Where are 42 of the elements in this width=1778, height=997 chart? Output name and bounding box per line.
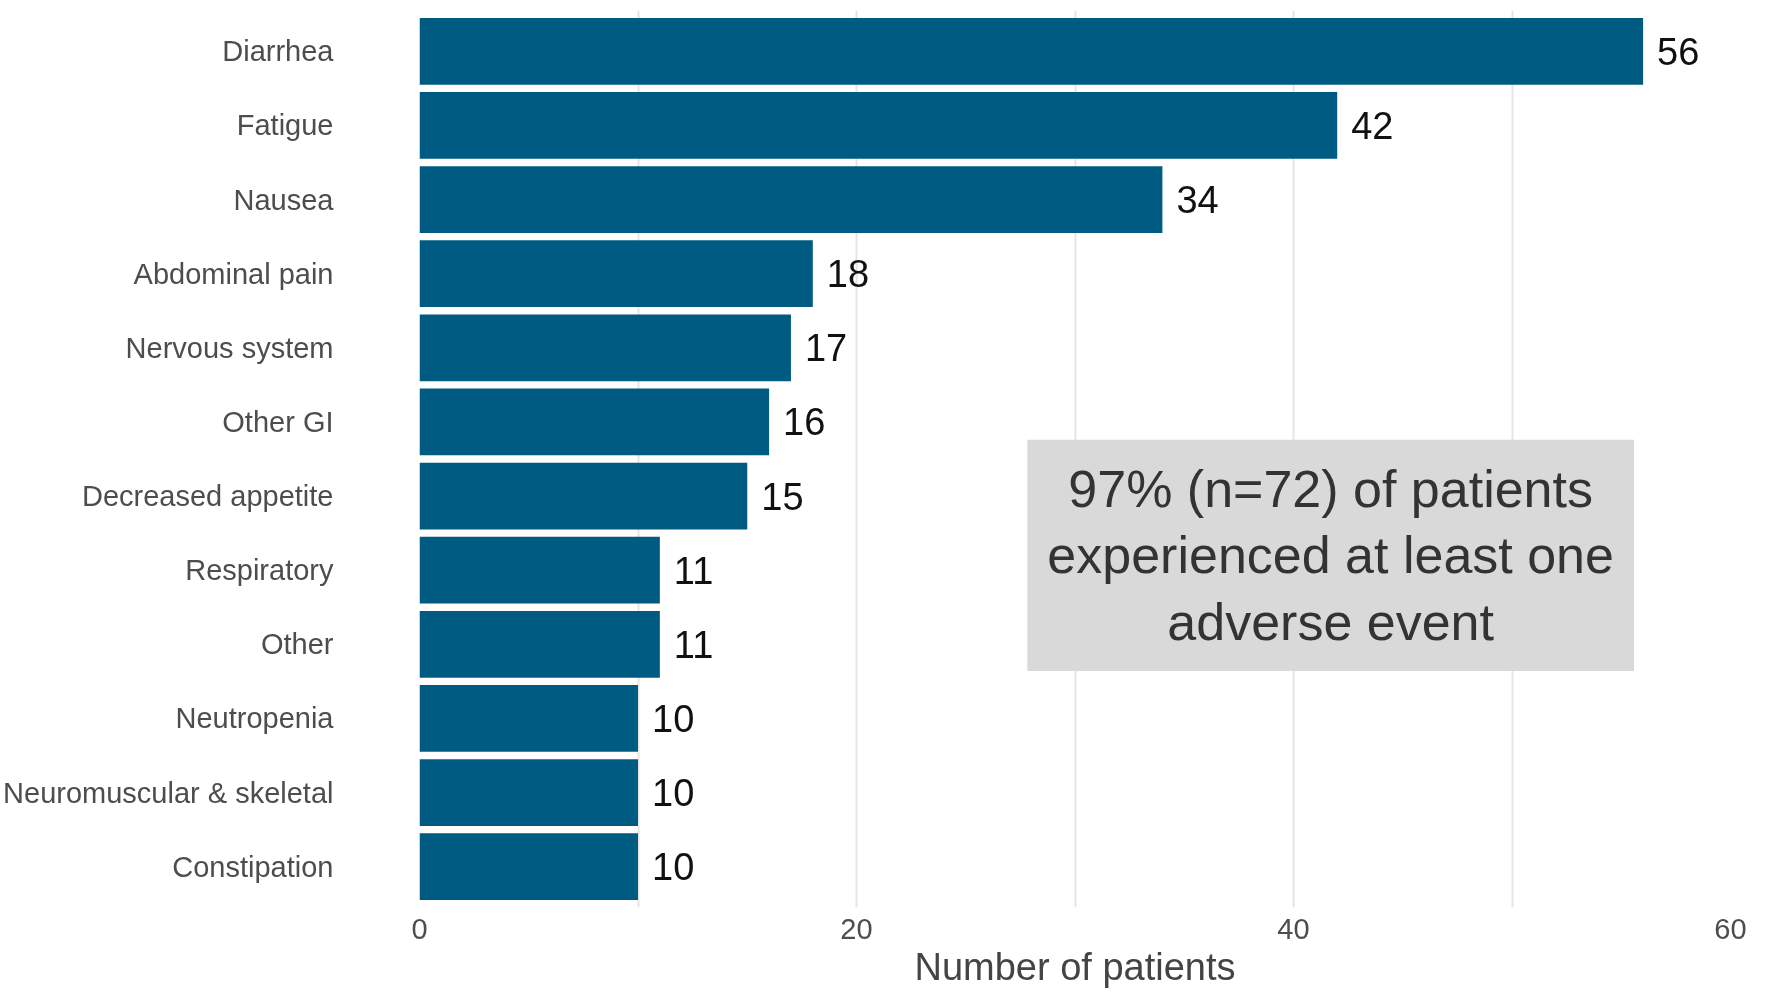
data-label: 42 xyxy=(1351,104,1394,147)
bar xyxy=(419,166,1163,233)
y-tick-label: Other xyxy=(260,628,334,661)
data-label: 15 xyxy=(761,475,804,518)
data-label: 11 xyxy=(673,549,714,592)
x-tick-label: 20 xyxy=(840,912,873,945)
data-label: 56 xyxy=(1657,30,1700,73)
data-label: 11 xyxy=(673,623,714,666)
x-tick-label: 40 xyxy=(1277,912,1310,945)
y-tick-label: Decreased appetite xyxy=(82,480,334,513)
data-label: 17 xyxy=(804,327,848,370)
y-tick-label: Respiratory xyxy=(185,554,334,587)
y-tick-label: Neutropenia xyxy=(175,702,335,735)
bar xyxy=(419,17,1644,85)
data-label: 10 xyxy=(652,697,695,740)
x-tick-label: 0 xyxy=(411,912,428,945)
data-label: 10 xyxy=(652,846,695,889)
y-tick-label: Nervous system xyxy=(125,331,334,364)
y-tick-label: Fatigue xyxy=(236,109,334,142)
bar xyxy=(419,685,638,752)
y-tick-label: Abdominal pain xyxy=(133,257,334,290)
bar xyxy=(419,240,813,308)
bar xyxy=(419,536,660,604)
bar xyxy=(419,759,638,826)
x-tick-label: 60 xyxy=(1714,912,1747,945)
data-label: 16 xyxy=(783,401,826,444)
y-tick-label: Diarrhea xyxy=(222,35,335,68)
bar xyxy=(419,92,1338,159)
x-axis-title: Number of patients xyxy=(914,945,1236,988)
y-tick-label: Constipation xyxy=(172,850,334,883)
data-label: 34 xyxy=(1176,179,1219,222)
data-label: 18 xyxy=(826,253,870,296)
y-tick-label: Nausea xyxy=(233,183,335,216)
y-tick-label: Other GI xyxy=(222,405,334,438)
y-tick-label: Neuromuscular & skeletal xyxy=(3,776,334,809)
bar xyxy=(419,610,660,678)
data-label: 10 xyxy=(652,772,695,815)
bar xyxy=(419,833,638,901)
bar xyxy=(419,462,748,530)
bar xyxy=(419,388,770,456)
bar xyxy=(419,314,791,382)
annotation: 97% (n=72) of patients experienced at least one adverse event xyxy=(1047,459,1614,652)
